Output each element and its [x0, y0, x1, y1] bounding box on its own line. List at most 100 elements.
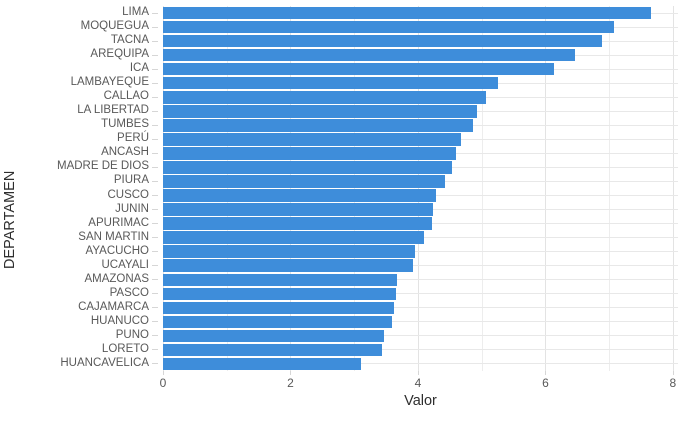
bar: [163, 217, 432, 230]
horizontal-gridline: [163, 251, 678, 253]
x-axis-title: Valor: [404, 393, 437, 409]
y-tick-mark: [152, 180, 158, 182]
category-label: PIURA: [113, 174, 149, 187]
y-axis-tick-marks: [152, 6, 159, 371]
bar: [163, 161, 453, 174]
plot-panel: [163, 6, 678, 371]
x-tick-label: 8: [669, 376, 677, 390]
category-label: PERÚ: [117, 132, 149, 145]
bar: [163, 6, 651, 20]
bar: [163, 245, 416, 258]
bar: [163, 62, 555, 76]
y-tick-mark: [152, 321, 158, 323]
y-tick-mark: [152, 82, 158, 84]
bar: [163, 301, 394, 315]
major-vertical-gridline: [417, 6, 419, 371]
x-tick-label: 6: [542, 376, 549, 390]
category-label: HUANUCO: [90, 314, 149, 327]
y-tick-mark: [152, 138, 158, 140]
category-label: AREQUIPA: [90, 48, 149, 61]
horizontal-gridline: [163, 335, 678, 337]
x-tick-label: 2: [287, 376, 294, 390]
category-label: SAN MARTIN: [78, 230, 149, 243]
x-tick-label: 4: [414, 376, 422, 390]
bar: [163, 91, 486, 104]
y-tick-mark: [152, 349, 158, 351]
category-label: MOQUEGUA: [80, 20, 149, 33]
y-tick-mark: [152, 124, 158, 126]
category-label: AYACUCHO: [85, 244, 149, 257]
category-label: TACNA: [110, 34, 149, 47]
y-tick-mark: [152, 209, 158, 211]
x-tick-mark: [672, 371, 674, 375]
horizontal-gridline: [163, 293, 678, 295]
x-tick-mark: [163, 371, 164, 375]
y-tick-mark: [152, 335, 158, 337]
category-label: PASCO: [109, 286, 149, 299]
horizontal-gridline: [163, 363, 678, 365]
bar: [163, 329, 384, 343]
y-tick-mark: [152, 363, 158, 365]
category-label: PUNO: [115, 328, 149, 341]
y-tick-mark: [152, 251, 158, 253]
bar: [163, 315, 393, 329]
bar: [163, 76, 498, 90]
category-label: CUSCO: [107, 188, 149, 201]
y-tick-mark: [152, 223, 158, 225]
y-tick-mark: [152, 265, 158, 267]
major-vertical-gridline: [545, 6, 547, 371]
y-tick-mark: [152, 12, 158, 14]
y-tick-mark: [152, 96, 158, 98]
y-tick-mark: [152, 279, 158, 281]
category-label: LORETO: [101, 342, 149, 355]
category-label: MADRE DE DIOS: [56, 160, 149, 173]
category-label: JUNIN: [115, 202, 149, 215]
y-tick-mark: [152, 110, 158, 112]
category-label: UCAYALI: [101, 258, 149, 271]
bar: [163, 105, 477, 118]
minor-vertical-gridline: [226, 6, 228, 371]
bar: [163, 259, 414, 272]
bar: [163, 48, 576, 62]
y-tick-mark: [152, 152, 158, 154]
bar: [163, 203, 434, 216]
x-axis-tick-marks: [163, 371, 678, 376]
y-tick-mark: [152, 26, 158, 28]
category-label: CAJAMARCA: [78, 300, 149, 313]
category-label: ICA: [129, 62, 149, 75]
bar: [163, 119, 474, 132]
y-axis-category-labels: LIMA MOQUEGUA TACNA AREQUIPA ICA LAMBAYEQUE CA…: [0, 6, 149, 371]
category-label: APURIMAC: [88, 216, 149, 229]
category-label: LIMA: [122, 6, 149, 19]
horizontal-gridline: [163, 265, 678, 267]
bar: [163, 273, 397, 286]
y-tick-mark: [152, 293, 158, 295]
bar: [163, 231, 424, 244]
bar: [163, 34, 603, 48]
x-axis-tick-labels: 0 2 4 6 8: [159, 376, 678, 390]
category-label: AMAZONAS: [84, 272, 149, 285]
x-tick-mark: [417, 371, 419, 375]
y-tick-mark: [152, 166, 158, 168]
category-label: ANCASH: [101, 146, 149, 159]
x-tick-mark: [545, 371, 547, 375]
category-label: TUMBES: [101, 118, 149, 131]
y-tick-mark: [152, 68, 158, 70]
bar: [163, 175, 445, 188]
bar: [163, 357, 362, 371]
bar: [163, 287, 396, 301]
y-tick-mark: [152, 40, 158, 42]
bar: [163, 147, 456, 160]
bar: [163, 20, 614, 34]
horizontal-gridline: [163, 321, 678, 323]
horizontal-gridline: [163, 279, 678, 281]
category-label: LA LIBERTAD: [77, 104, 149, 117]
y-tick-mark: [152, 195, 158, 197]
category-label: HUANCAVELICA: [60, 356, 149, 369]
minor-vertical-gridline: [609, 6, 611, 371]
x-tick-label: 0: [159, 376, 167, 390]
y-tick-mark: [152, 237, 158, 239]
y-tick-mark: [152, 307, 158, 309]
bar: [163, 343, 382, 357]
